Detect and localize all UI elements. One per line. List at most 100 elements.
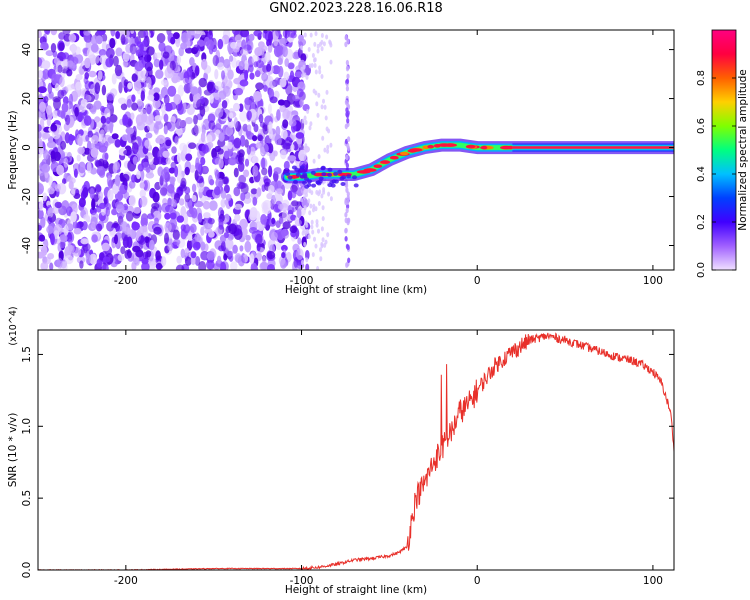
track-speckle — [318, 176, 324, 181]
heatmap-cell — [269, 96, 278, 104]
heatmap-cell — [86, 216, 91, 223]
colorbar-label: Normalized spectral amplitude — [737, 69, 749, 230]
heatmap-cell — [289, 225, 298, 234]
heatmap-cell — [150, 261, 158, 269]
heatmap-cell — [177, 84, 184, 97]
heatmap-cell — [80, 238, 89, 245]
heatmap-cell — [54, 83, 60, 92]
track-core — [500, 145, 513, 150]
heatmap-cell — [164, 232, 169, 245]
heatmap-cell — [282, 108, 291, 120]
heatmap-cell — [200, 157, 206, 166]
heatmap-cell — [212, 263, 221, 270]
heatmap-cell — [189, 223, 197, 233]
colorbar-tick-label: 0.6 — [696, 118, 707, 134]
heatmap-cell — [41, 245, 48, 257]
heatmap-cell — [104, 152, 109, 160]
heatmap-cell — [262, 199, 272, 210]
heatmap-cell — [38, 80, 44, 89]
heatmap-cell — [304, 220, 308, 226]
heatmap-cell — [51, 73, 57, 86]
heatmap-cell — [316, 48, 320, 54]
heatmap-cell — [120, 103, 128, 111]
heatmap-cell — [276, 188, 283, 195]
heatmap-cell — [159, 59, 164, 71]
heatmap-cell — [193, 124, 199, 137]
heatmap-cell — [127, 118, 133, 127]
heatmap-cell — [127, 250, 132, 259]
track-speckle — [353, 183, 359, 188]
heatmap-cell — [227, 141, 233, 150]
heatmap-cell — [310, 219, 314, 225]
heatmap-cell — [101, 41, 107, 52]
heatmap-cell — [113, 221, 119, 229]
heatmap-cell — [60, 140, 67, 150]
heatmap-cell — [294, 216, 299, 227]
heatmap-cell — [318, 189, 322, 195]
heatmap-cell — [75, 81, 82, 91]
heatmap-cell — [184, 256, 192, 266]
heatmap-cell — [297, 237, 302, 245]
heatmap-cell — [114, 191, 124, 202]
heatmap-cell — [197, 181, 205, 193]
track-speckle — [310, 170, 316, 175]
heatmap-cell — [180, 248, 185, 259]
heatmap-cell — [184, 247, 190, 257]
heatmap-cell — [304, 120, 308, 125]
heatmap-cell — [139, 189, 146, 198]
heatmap-cell — [193, 44, 201, 51]
heatmap-cell — [123, 79, 129, 87]
heatmap-cell — [162, 51, 170, 59]
heatmap-cell — [38, 110, 45, 118]
heatmap-cell — [303, 115, 307, 121]
heatmap-cell — [206, 251, 216, 261]
heatmap-cell — [217, 148, 224, 155]
heatmap-cell — [97, 30, 106, 36]
heatmap-cell — [153, 92, 160, 101]
heatmap-cell — [66, 69, 73, 77]
heatmap-x-ticks: -200 -100 0 100 — [114, 30, 663, 287]
heatmap-cell — [275, 30, 281, 37]
heatmap-cell — [190, 251, 197, 259]
heatmap-cell — [85, 253, 91, 265]
heatmap-cell — [107, 189, 114, 201]
heatmap-cell — [163, 113, 169, 123]
heatmap-cell — [345, 187, 349, 193]
heatmap-cell — [152, 99, 161, 109]
snr-x-tick-label: 100 — [643, 575, 663, 587]
heatmap-cell — [228, 157, 237, 166]
heatmap-cell — [277, 57, 283, 65]
heatmap-cell — [313, 57, 317, 63]
heatmap-cell — [204, 166, 209, 173]
track-core — [480, 145, 488, 150]
heatmap-cell — [168, 167, 176, 174]
heatmap-cell — [86, 161, 92, 174]
heatmap-cell — [62, 52, 70, 60]
track-speckle — [311, 183, 317, 188]
track-speckle — [316, 181, 322, 186]
track-speckle — [333, 171, 339, 176]
heatmap-cell — [221, 70, 225, 80]
heatmap-cell — [47, 109, 53, 121]
heatmap-cell — [91, 234, 98, 243]
heatmap-cell — [132, 156, 138, 165]
heatmap-cell — [96, 223, 103, 232]
heatmap-cell — [203, 212, 211, 219]
heatmap-cell — [246, 145, 251, 155]
heatmap-cell — [267, 103, 272, 115]
heatmap-cell — [76, 154, 81, 162]
heatmap-cell — [266, 192, 273, 200]
heatmap-cell — [63, 157, 69, 168]
heatmap-cell — [308, 188, 312, 194]
heatmap-cell — [234, 253, 242, 263]
heatmap-cell — [38, 93, 43, 102]
heatmap-cell — [117, 97, 127, 105]
heatmap-cell — [325, 89, 329, 95]
heatmap-cell — [258, 113, 264, 124]
heatmap-cell — [278, 216, 284, 223]
heatmap-cell — [218, 219, 224, 230]
heatmap-cell — [165, 157, 171, 165]
heatmap-cell — [112, 55, 119, 67]
heatmap-cell — [320, 241, 324, 247]
